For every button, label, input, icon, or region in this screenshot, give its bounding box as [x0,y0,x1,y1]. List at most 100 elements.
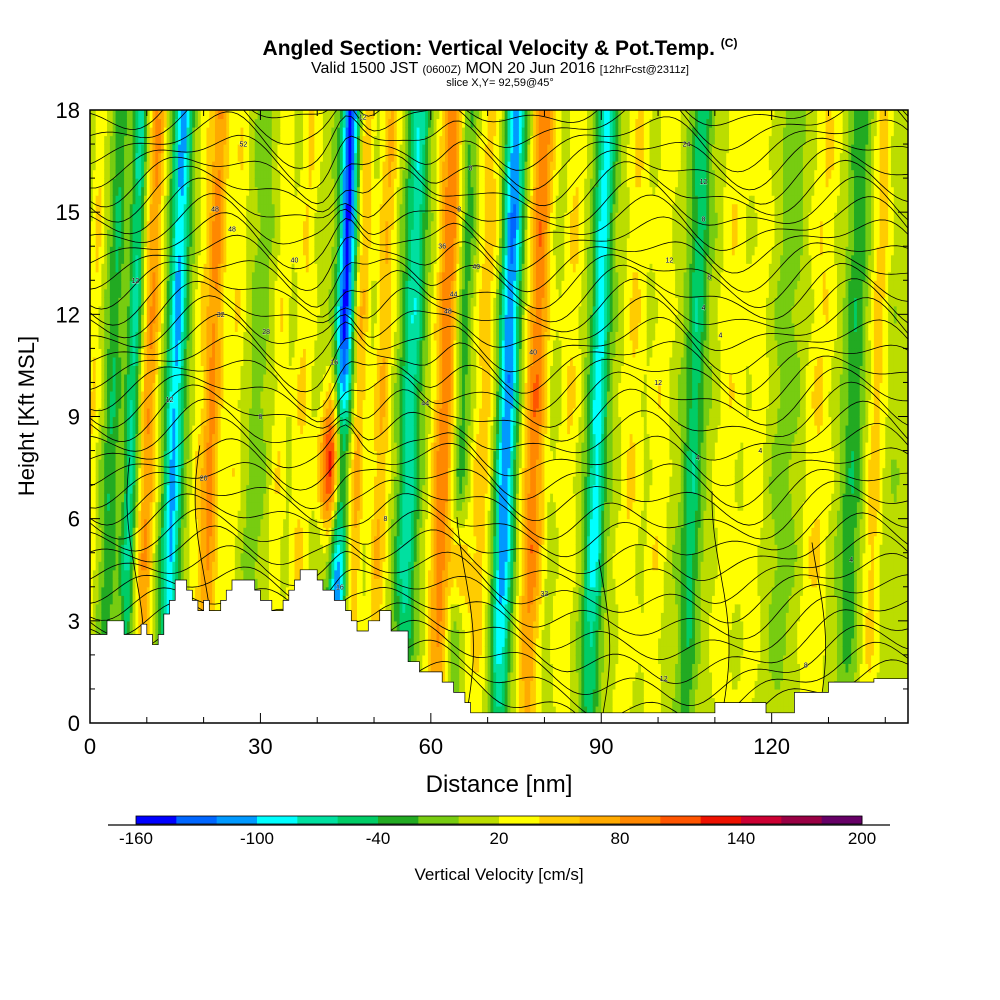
theta-contour-label: 4 [849,557,853,564]
theta-contours [90,110,908,723]
theta-contour-line [598,559,611,713]
colorbar-swatch [700,816,742,824]
colorbar-swatch [781,816,823,824]
colorbar-swatch [458,816,500,824]
theta-contour-line [90,295,908,352]
theta-contour-line [90,263,908,326]
theta-contour-label: 8 [702,217,706,224]
theta-contour-label: 48 [211,206,219,213]
colorbar-swatch [257,816,298,824]
theta-contour-label: 48 [444,308,452,315]
theta-contour-line [90,462,908,526]
theta-contour-label: 8 [804,663,808,670]
chart-title: Angled Section: Vertical Velocity & Pot.… [0,36,1000,61]
colorbar-label: Vertical Velocity [cm/s] [414,865,583,884]
theta-contour-label: 40 [529,349,537,356]
colorbar-swatch [821,816,863,824]
theta-contour-line [90,525,908,604]
colorbar-tick-label: 80 [611,829,630,848]
colorbar-swatch [136,816,177,824]
colorbar-tick-label: 140 [727,829,755,848]
x-tick-label: 30 [248,734,272,759]
theta-contour-label: 40 [472,264,480,271]
colorbar-tick-label: -160 [119,829,153,848]
theta-contour-line [90,176,908,235]
theta-contour-line [90,366,908,429]
theta-contour-line [90,111,908,173]
theta-contour-label: 4 [702,305,706,312]
theta-contour-label: 16 [336,584,344,591]
x-tick-label: 90 [589,734,613,759]
theta-contour-line [90,313,908,375]
theta-contour-label: 8 [383,516,387,523]
y-tick-label: 6 [68,507,80,532]
theta-contour-label: 8 [707,274,711,281]
theta-contour-label: 32 [217,312,225,319]
theta-contour-line [90,508,908,582]
y-tick-label: 3 [68,609,80,634]
theta-contour-label: 8 [469,165,473,172]
x-tick-label: 120 [753,734,790,759]
terrain-shape [90,569,908,723]
colorbar-tick-label: -100 [240,829,274,848]
theta-contour-line [811,542,826,713]
theta-contour-line [90,234,908,293]
colorbar-frame [135,815,863,825]
theta-contour-label: 12 [660,676,668,683]
theta-contour-line [90,355,908,412]
colorbar-tick-label: 200 [848,829,876,848]
theta-contour-label: 12 [654,380,662,387]
colorbar-tick-label: -40 [366,829,391,848]
theta-contour-line [90,159,908,223]
theta-contour-label: 36 [438,244,446,251]
y-tick-label: 0 [68,711,80,736]
chart-title-tag: (C) [721,36,738,50]
valid-utc: (0600Z) [422,64,461,76]
theta-contour-label: 48 [228,227,236,234]
theta-contour-label: 12 [666,257,674,264]
theta-contour-line [90,545,908,624]
theta-contour-label: 12 [700,179,708,186]
colorbar: -160 -100 -40 20 80 140 200 [108,815,890,848]
theta-contour-line [194,445,210,608]
y-tick-label: 18 [56,98,80,123]
theta-contour-line [90,335,908,395]
colorbar-swatch [741,816,782,824]
colorbar-swatch [216,816,258,824]
y-axis-label: Height [Kft MSL] [14,336,39,496]
theta-contour-labels: 5248484032282016161288364044484440322412… [131,114,853,683]
theta-contour-line [90,193,908,251]
colorbar-swatch [378,816,419,824]
y-tick-label: 12 [56,302,80,327]
theta-contour-label: 4 [719,332,723,339]
theta-contour-line [90,278,908,339]
theta-contour-line [90,493,908,558]
x-tick-label: 0 [84,734,96,759]
theta-contour-line [90,134,908,191]
colorbar-swatch [620,816,661,824]
theta-contour-line [90,566,908,640]
valid-time: Valid 1500 JST [311,60,418,77]
theta-contour-label: 20 [200,475,208,482]
theta-contour-label: 12 [166,397,174,404]
colorbar-tick-label: 20 [490,829,509,848]
theta-contour-label: 12 [132,278,140,285]
theta-contour-label: 52 [240,142,248,149]
x-axis-label: Distance [nm] [426,771,573,798]
theta-contour-label: 40 [291,257,299,264]
theta-contour-line [90,381,908,442]
y-tick-label: 15 [56,200,80,225]
theta-contour-label: 32 [541,591,549,598]
theta-contour-line [90,417,908,487]
valid-date: MON 20 Jun 2016 [465,60,595,77]
theta-contour-label: 4 [696,455,700,462]
velocity-field [90,110,908,723]
colorbar-swatch [499,816,540,824]
theta-contour-line [90,438,908,509]
theta-contour-line [711,491,730,713]
theta-contour-line [456,516,474,713]
colorbar-swatch [418,816,460,824]
forecast-info: [12hrFcst@2311z] [600,64,689,76]
colorbar-swatch [337,816,379,824]
